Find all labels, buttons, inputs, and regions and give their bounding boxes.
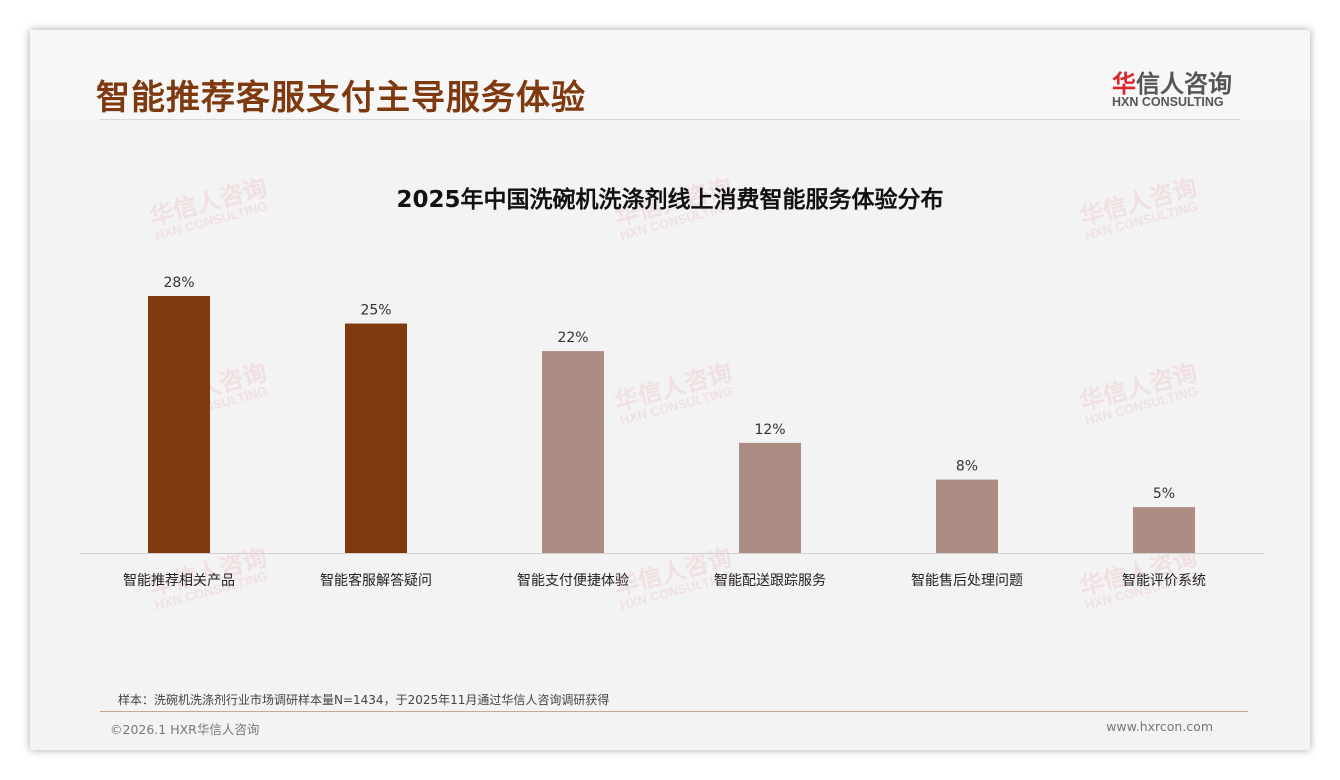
- logo: 华信人咨询: [1112, 64, 1232, 99]
- bar: [542, 351, 604, 553]
- category-label: 智能评价系统: [1122, 573, 1206, 589]
- chart-title: 2025年中国洗碗机洗涤剂线上消费智能服务体验分布: [396, 187, 944, 213]
- logo-text: 信人咨询: [1136, 70, 1232, 98]
- page-title: 智能推荐客服支付主导服务体验: [96, 78, 586, 118]
- logo-red-char: 华: [1112, 70, 1136, 98]
- bar: [739, 442, 801, 553]
- bar: [345, 323, 407, 553]
- data-label: 5%: [1153, 486, 1175, 502]
- data-label: 28%: [163, 275, 194, 291]
- copyright: ©2026.1 HXR华信人咨询: [110, 722, 260, 737]
- category-label: 智能售后处理问题: [911, 573, 1023, 589]
- category-label: 智能配送跟踪服务: [714, 573, 826, 589]
- sample-note: 样本：洗碗机洗涤剂行业市场调研样本量N=1434，于2025年11月通过华信人咨…: [118, 693, 610, 707]
- data-label: 12%: [754, 422, 785, 438]
- category-label: 智能支付便捷体验: [517, 573, 629, 589]
- data-label: 22%: [557, 330, 588, 346]
- bar-chart: 28% 智能推荐相关产品 25% 智能客服解答疑问 22% 智能支付便捷体验 12% 智能配送…: [80, 275, 1264, 589]
- data-label: 8%: [956, 459, 978, 475]
- category-label: 智能推荐相关产品: [123, 573, 235, 589]
- bar: [1133, 507, 1195, 553]
- bar: [936, 479, 998, 553]
- slide: 智能推荐客服支付主导服务体验 华信人咨询 HXN CONSULTING 华信人咨…: [30, 30, 1310, 750]
- header-band: [30, 30, 1310, 120]
- data-label: 25%: [360, 303, 391, 319]
- header-divider: [100, 119, 1240, 120]
- footer-divider: [100, 711, 1248, 712]
- bar: [148, 296, 210, 553]
- logo-subtitle: HXN CONSULTING: [1112, 95, 1224, 109]
- website-url: www.hxrcon.com: [1106, 719, 1213, 734]
- category-label: 智能客服解答疑问: [320, 572, 432, 589]
